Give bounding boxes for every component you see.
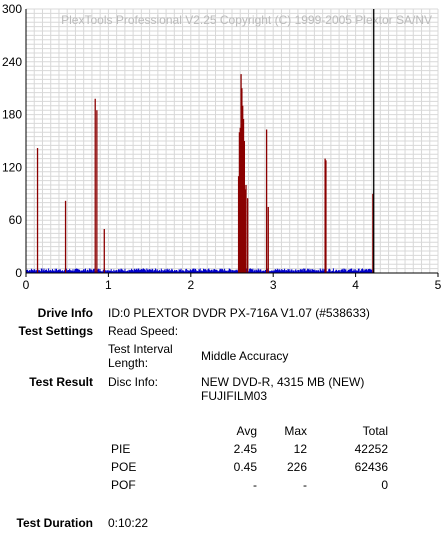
table-row-poe-total: 62436 (354, 460, 388, 474)
y-tick-label: 180 (2, 108, 22, 122)
disc-info-value-line2: FUJIFILM03 (201, 389, 268, 403)
y-tick-label: 60 (9, 213, 23, 227)
x-tick-label: 2 (187, 278, 194, 292)
test-interval-label: Test Interval Length: (108, 342, 173, 370)
table-row-pie-name: PIE (111, 442, 131, 456)
table-row-pie-max: 12 (293, 442, 307, 456)
table-row-poe-name: POE (111, 460, 137, 474)
y-tick-label: 0 (15, 266, 22, 280)
drive-info-value: ID:0 PLEXTOR DVDR PX-716A V1.07 (#538633… (108, 306, 370, 320)
chart-watermark: PlexTools Professional V2.25 Copyright (… (61, 13, 432, 27)
chart-tick-labels: 0 60 120 180 240 300 0 1 2 3 4 5 (2, 2, 442, 292)
disc-info-label: Disc Info: (108, 375, 159, 389)
table-header-avg: Avg (236, 424, 257, 438)
drive-info-label: Drive Info (37, 306, 93, 320)
test-interval-value: Middle Accuracy (201, 349, 289, 363)
x-tick-label: 1 (105, 278, 112, 292)
test-settings-label: Test Settings (18, 324, 93, 338)
x-tick-label: 5 (435, 278, 442, 292)
read-speed-label: Read Speed: (108, 324, 179, 338)
y-tick-label: 120 (2, 160, 22, 174)
table-row-poe-max: 226 (286, 460, 307, 474)
table-row-poe-avg: 0.45 (233, 460, 257, 474)
table-row-pie-total: 42252 (354, 442, 388, 456)
table-row-pof-name: POF (111, 478, 136, 492)
y-tick-label: 300 (2, 2, 22, 16)
test-result-label: Test Result (29, 375, 93, 389)
chart-axes (25, 9, 439, 277)
table-row-pie-avg: 2.45 (233, 442, 257, 456)
chart-grid (25, 8, 439, 274)
disc-info-value-line1: NEW DVD-R, 4315 MB (NEW) (201, 375, 365, 389)
table-header-total: Total (362, 424, 388, 438)
y-tick-label: 240 (2, 55, 22, 69)
table-row-pof-total: 0 (381, 478, 388, 492)
x-tick-label: 4 (352, 278, 359, 292)
table-row-pof-max: - (303, 478, 307, 492)
test-duration-label: Test Duration (16, 516, 93, 530)
chart-series (26, 9, 375, 273)
error-chart: PlexTools Professional V2.25 Copyright (… (2, 2, 442, 292)
x-tick-label: 3 (270, 278, 277, 292)
table-row-pof-avg: - (253, 478, 257, 492)
test-duration-value: 0:10:22 (108, 516, 149, 530)
x-tick-label: 0 (23, 278, 30, 292)
table-header-max: Max (284, 424, 307, 438)
